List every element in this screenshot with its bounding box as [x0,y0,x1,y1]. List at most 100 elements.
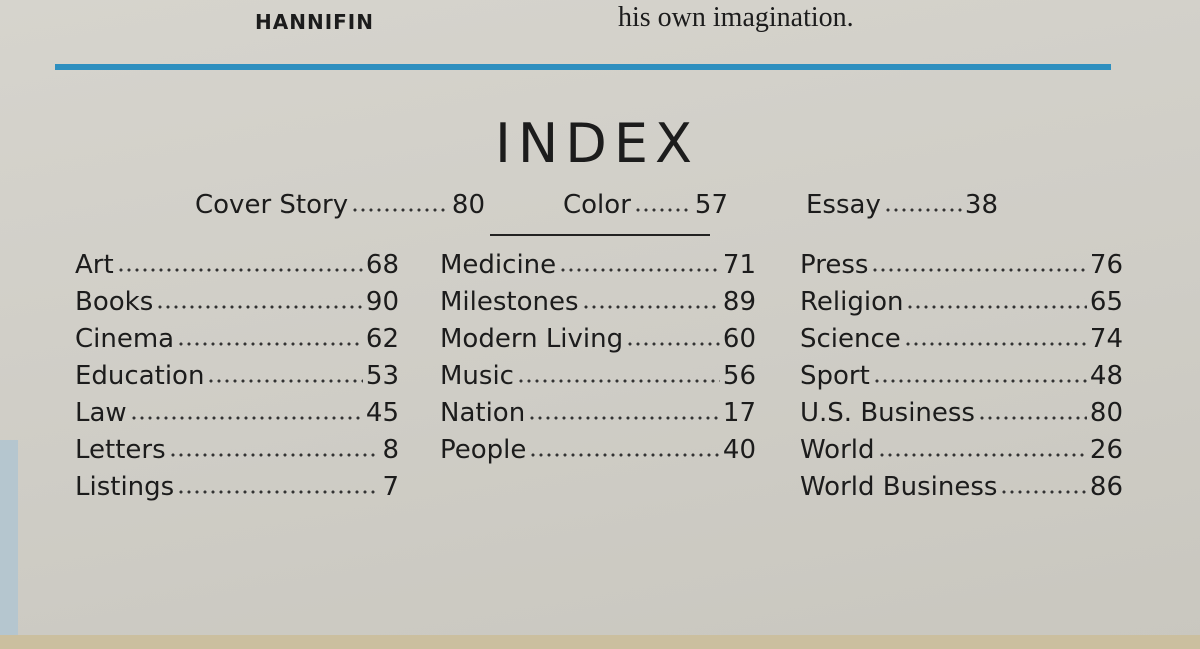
entry-label: Milestones [440,287,579,317]
entry-label: People [440,435,527,465]
entry-label: Letters [75,435,166,465]
entry-label: Cinema [75,324,175,354]
dot-leader [872,378,1087,384]
entry-page: 26 [1089,435,1123,465]
entry-page: 53 [365,361,399,391]
entry-label: Medicine [440,250,557,280]
entry-label: Education [75,361,205,391]
entry-label: Science [800,324,901,354]
header-text: his own imagination. [618,2,854,33]
entry-label: Music [440,361,514,391]
entry-label: Nation [440,398,526,428]
index-entry: Listings 7 [75,472,399,508]
index-entry: Medicine 71 [440,250,756,286]
dot-leader [207,378,363,384]
index-entry: Law 45 [75,398,399,434]
entry-page: 80 [1089,398,1123,428]
entry-label: Law [75,398,127,428]
entry-label: Cover Story [195,190,349,220]
dot-leader [581,304,720,310]
entry-label: World [800,435,875,465]
entry-page: 45 [365,398,399,428]
entry-label: Essay [806,190,881,220]
entry-page: 17 [722,398,756,428]
index-entry: World Business 86 [800,472,1123,508]
entry-page: 40 [722,435,756,465]
dot-leader [351,207,449,213]
entry-page: 56 [722,361,756,391]
entry-page: 38 [964,190,998,220]
entry-page: 60 [722,324,756,354]
dot-leader [903,341,1087,347]
entry-page: 74 [1089,324,1123,354]
index-entry: Press 76 [800,250,1123,286]
index-entry: Art 68 [75,250,399,286]
dot-leader [633,207,692,213]
entry-page: 68 [365,250,399,280]
entry-label: Listings [75,472,175,502]
index-entry: Sport 48 [800,361,1123,397]
dot-leader [156,304,363,310]
underline [490,234,710,236]
entry-label: Art [75,250,114,280]
dot-leader [977,415,1087,421]
dot-leader [177,341,363,347]
entry-page: 48 [1089,361,1123,391]
entry-page: 8 [382,435,399,465]
index-entry: Books 90 [75,287,399,323]
dot-leader [877,452,1087,458]
entry-label: Color [563,190,631,220]
index-entry: U.S. Business 80 [800,398,1123,434]
index-entry: People 40 [440,435,756,471]
index-entry: Cinema 62 [75,324,399,360]
dot-leader [529,452,720,458]
blue-rule [55,64,1111,70]
dot-leader [177,489,380,495]
index-entry: Education 53 [75,361,399,397]
entry-label: Books [75,287,154,317]
index-entry: Modern Living 60 [440,324,756,360]
dot-leader [559,267,720,273]
dot-leader [168,452,380,458]
dot-leader [906,304,1087,310]
index-entry: Cover Story 80 [195,190,485,226]
index-title: INDEX [494,112,699,175]
entry-page: 80 [451,190,485,220]
dot-leader [1000,489,1087,495]
index-entry: Religion 65 [800,287,1123,323]
index-entry: World 26 [800,435,1123,471]
entry-page: 62 [365,324,399,354]
index-entry: Essay 38 [806,190,998,226]
entry-page: 76 [1089,250,1123,280]
page-edge [0,440,18,649]
entry-page: 86 [1089,472,1123,502]
dot-leader [528,415,720,421]
entry-label: U.S. Business [800,398,975,428]
index-entry: Science 74 [800,324,1123,360]
dot-leader [516,378,720,384]
entry-page: 7 [382,472,399,502]
index-entry: Color 57 [563,190,728,226]
entry-page: 90 [365,287,399,317]
index-entry: Letters 8 [75,435,399,471]
header-name: HANNIFIN [255,10,374,34]
entry-page: 65 [1089,287,1123,317]
index-entry: Music 56 [440,361,756,397]
entry-page: 71 [722,250,756,280]
dot-leader [626,341,720,347]
dot-leader [871,267,1087,273]
entry-label: Religion [800,287,904,317]
index-entry: Nation 17 [440,398,756,434]
dot-leader [116,267,363,273]
entry-label: Sport [800,361,870,391]
entry-page: 89 [722,287,756,317]
index-entry: Milestones 89 [440,287,756,323]
entry-page: 57 [694,190,728,220]
dot-leader [883,207,962,213]
bottom-edge [0,635,1200,649]
entry-label: Modern Living [440,324,624,354]
entry-label: Press [800,250,869,280]
dot-leader [129,415,363,421]
entry-label: World Business [800,472,998,502]
